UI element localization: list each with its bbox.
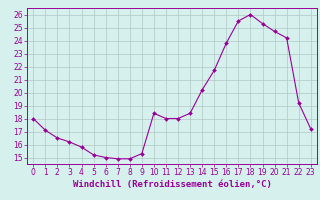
X-axis label: Windchill (Refroidissement éolien,°C): Windchill (Refroidissement éolien,°C) [73,180,271,189]
